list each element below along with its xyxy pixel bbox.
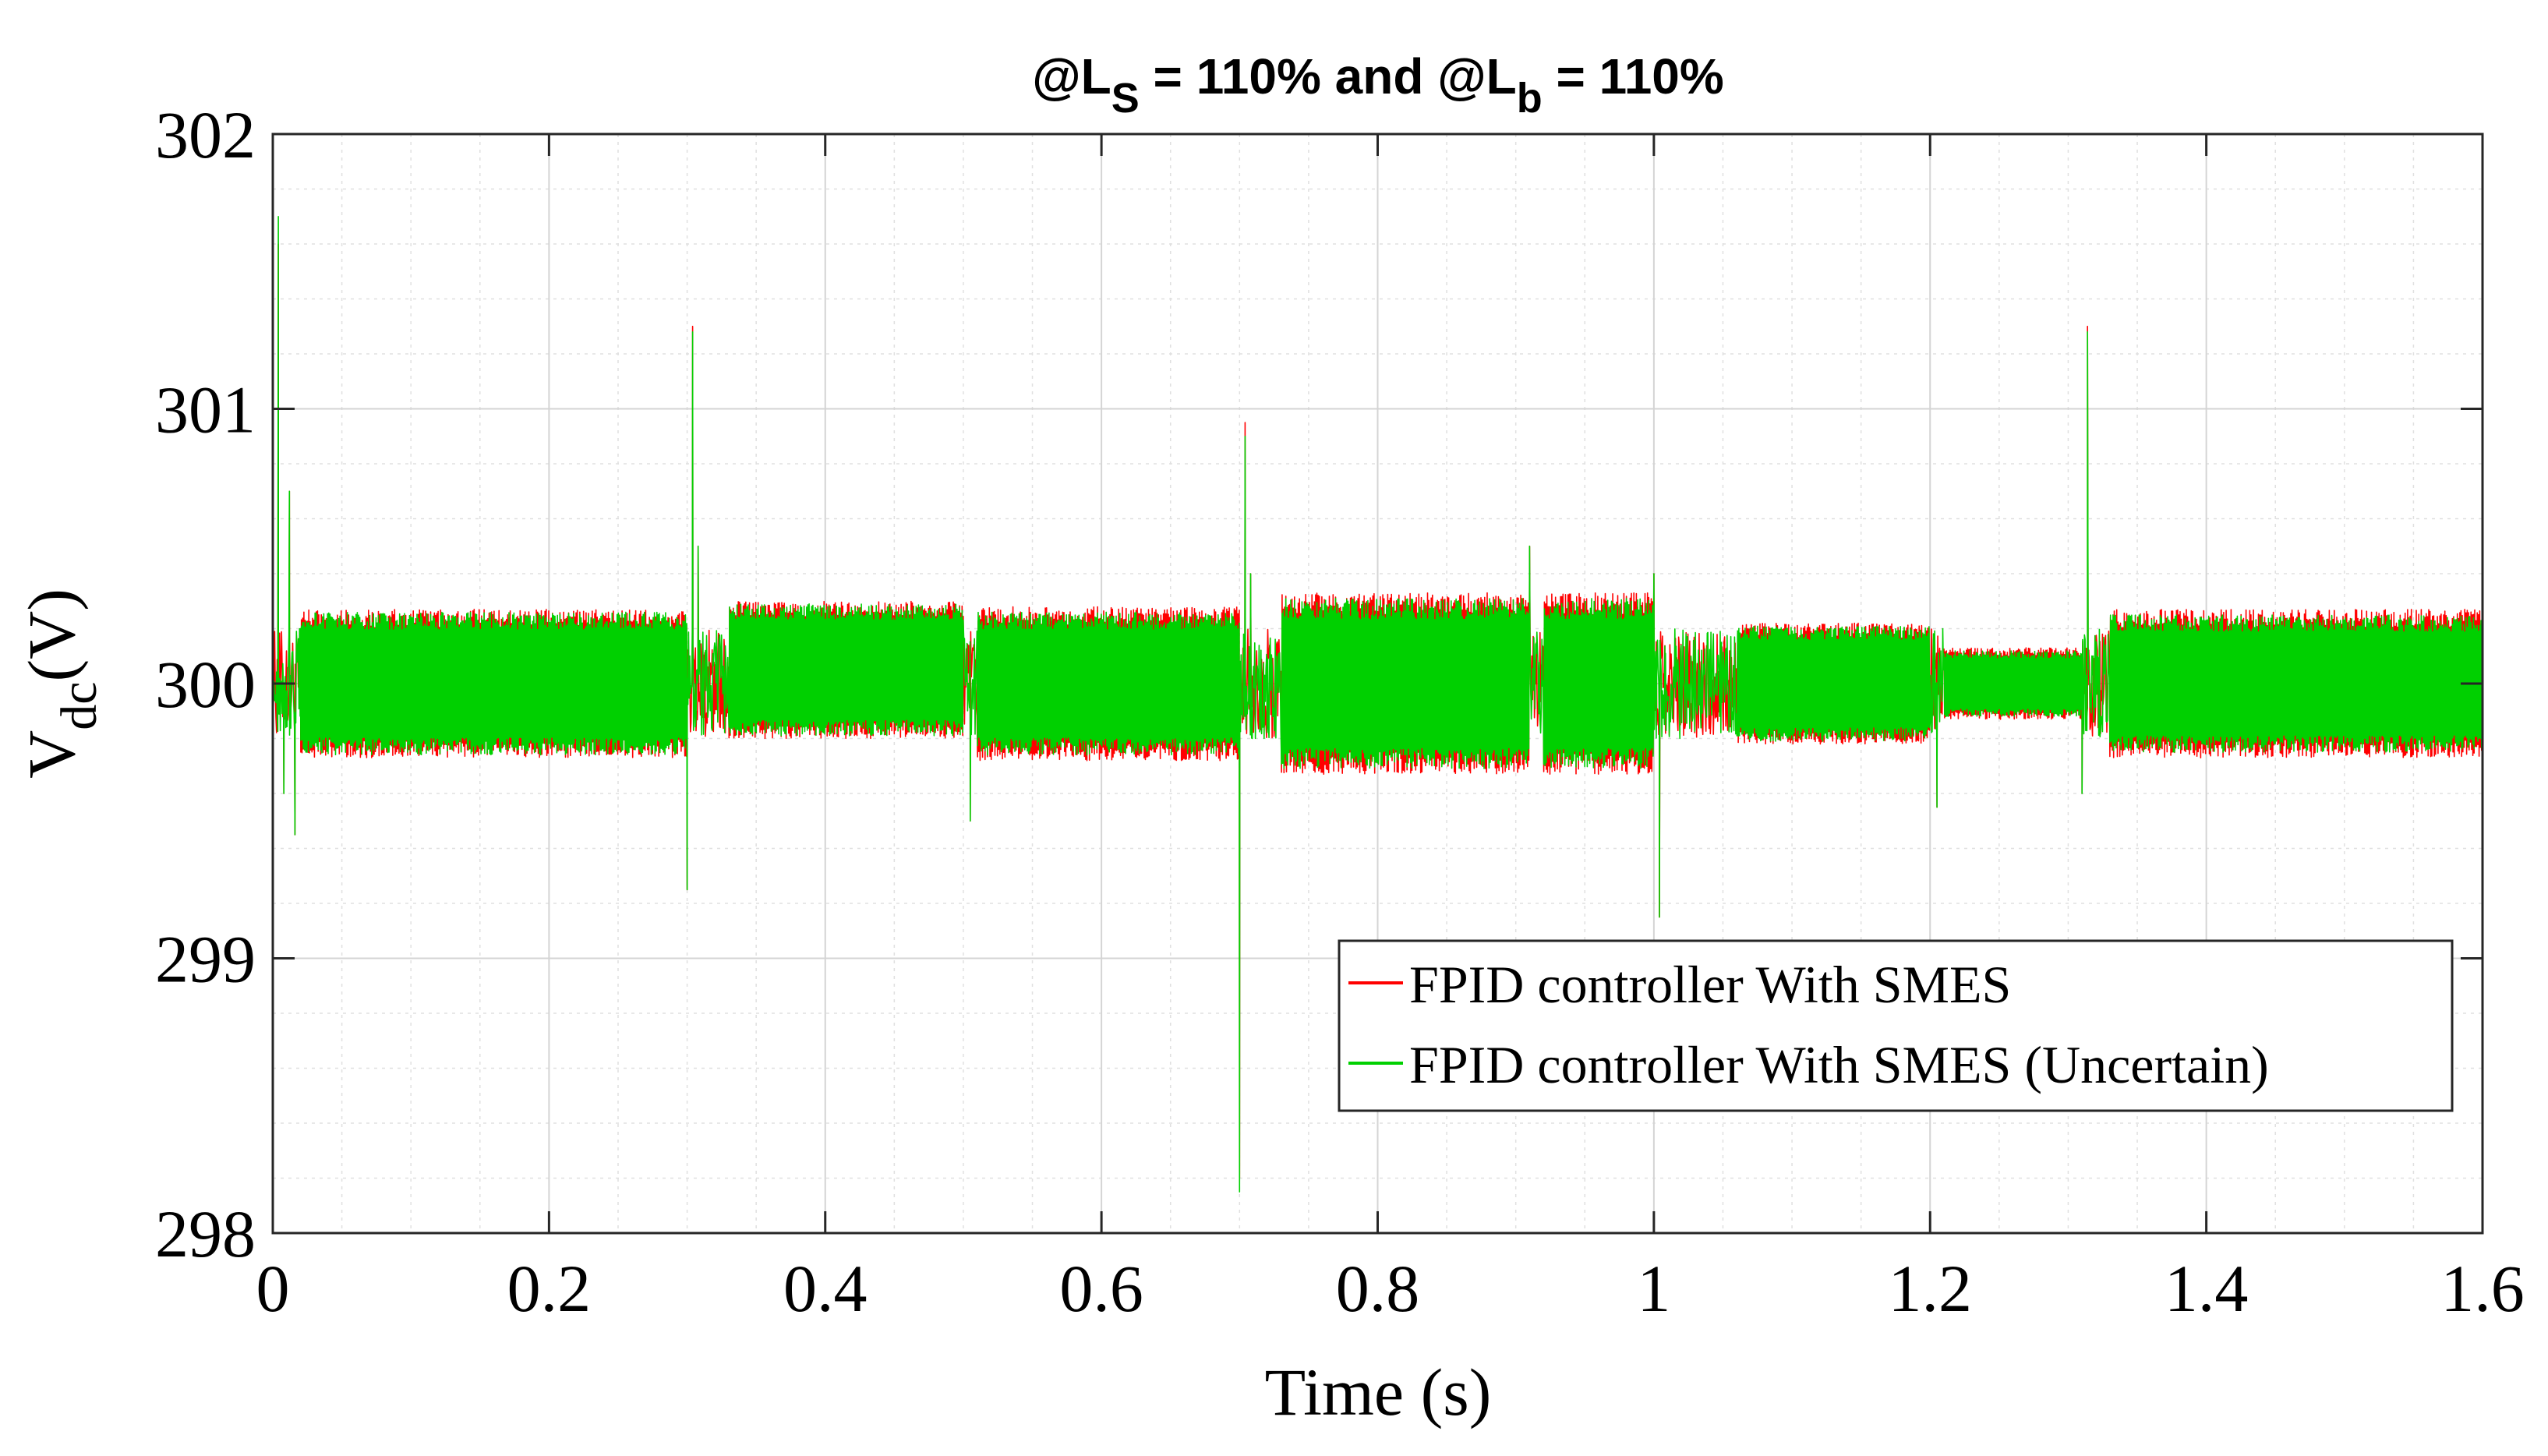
legend-label-series-1: FPID controller With SMES (Uncertain) bbox=[1409, 1035, 2269, 1094]
x-tick-label: 0 bbox=[256, 1251, 290, 1326]
y-tick-label: 301 bbox=[155, 373, 256, 447]
title-suffix: = 110% bbox=[1543, 48, 1724, 104]
series-line-1 bbox=[272, 216, 2483, 1193]
y-label-main: V bbox=[14, 730, 89, 779]
x-tick-label: 1.4 bbox=[2165, 1251, 2249, 1326]
series-layer bbox=[272, 216, 2483, 1193]
series-1 bbox=[272, 216, 2483, 1193]
title-sub-b: b bbox=[1517, 75, 1543, 122]
x-tick-label: 0.4 bbox=[783, 1251, 868, 1326]
x-axis-label: Time (s) bbox=[1265, 1355, 1492, 1429]
y-tick-label: 299 bbox=[155, 922, 256, 997]
legend-box bbox=[1338, 939, 2454, 1112]
x-tick-label: 1.6 bbox=[2440, 1251, 2525, 1326]
title-sub-s: S bbox=[1111, 75, 1140, 122]
y-axis-label: Vdc(V) bbox=[14, 588, 108, 779]
y-label-unit: (V) bbox=[14, 588, 89, 681]
x-ticks: 0 0.2 0.4 0.6 0.8 1 1.2 1.4 1.6 bbox=[256, 134, 2525, 1326]
y-tick-label: 298 bbox=[155, 1196, 256, 1271]
title-middle: = 110% and @L bbox=[1140, 48, 1517, 104]
x-tick-label: 0.2 bbox=[507, 1251, 592, 1326]
title-prefix-s: @L bbox=[1032, 48, 1111, 104]
y-tick-label: 300 bbox=[155, 647, 256, 722]
y-label-sub: dc bbox=[51, 681, 108, 730]
y-ticks: 298 299 300 301 302 bbox=[155, 97, 2483, 1271]
x-tick-label: 1 bbox=[1637, 1251, 1670, 1326]
chart-title: @LS = 110% and @Lb = 110% bbox=[1032, 48, 1724, 122]
x-tick-label: 0.6 bbox=[1059, 1251, 1143, 1326]
x-tick-label: 1.2 bbox=[1889, 1251, 1973, 1326]
y-tick-label: 302 bbox=[155, 97, 256, 172]
legend: FPID controller With SMES FPID controlle… bbox=[1338, 939, 2454, 1112]
legend-label-series-0: FPID controller With SMES bbox=[1409, 955, 2011, 1014]
x-tick-label: 0.8 bbox=[1336, 1251, 1420, 1326]
